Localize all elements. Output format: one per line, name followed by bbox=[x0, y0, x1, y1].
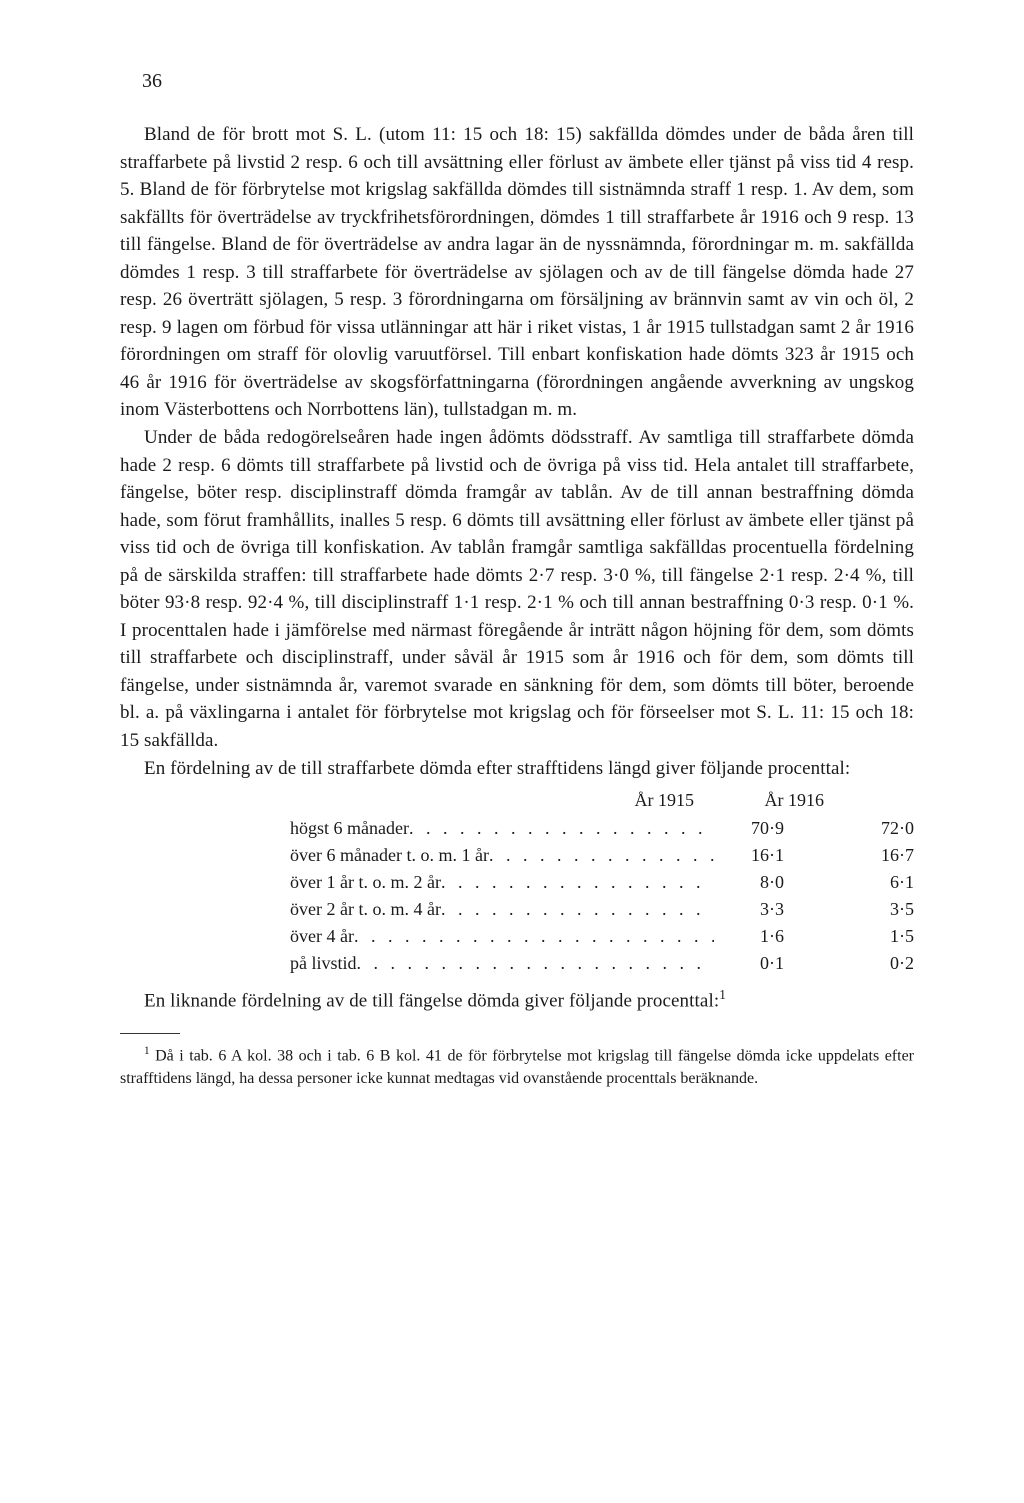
stats-row: över 2 år t. o. m. 4 år . . . . . . . . … bbox=[290, 896, 914, 923]
stats-value-1916: 1·5 bbox=[784, 923, 914, 950]
stats-value-1915: 8·0 bbox=[714, 869, 784, 896]
dot-leader: . . . . . . . . . . . . . . . . . . . . … bbox=[409, 815, 714, 842]
stats-row: över 6 månader t. o. m. 1 år . . . . . .… bbox=[290, 842, 914, 869]
header-year-1916: År 1916 bbox=[694, 790, 824, 811]
dot-leader: . . . . . . . . . . . . . . . . . . . . … bbox=[489, 842, 714, 869]
stats-label: över 6 månader t. o. m. 1 år bbox=[290, 842, 489, 869]
page-number: 36 bbox=[142, 70, 914, 93]
body-text: Bland de för brott mot S. L. (utom 11: 1… bbox=[120, 121, 914, 782]
stats-value-1916: 16·7 bbox=[784, 842, 914, 869]
footnote-text: Då i tab. 6 A kol. 38 och i tab. 6 B kol… bbox=[120, 1047, 914, 1086]
stats-value-1915: 3·3 bbox=[714, 896, 784, 923]
stats-header: År 1915 År 1916 bbox=[120, 790, 914, 811]
footnote-rule bbox=[120, 1033, 180, 1034]
closing-paragraph: En liknande fördelning av de till fängel… bbox=[120, 985, 914, 1015]
footnote-ref: 1 bbox=[719, 987, 726, 1002]
dot-leader: . . . . . . . . . . . . . . . . . . . . … bbox=[441, 869, 714, 896]
dot-leader: . . . . . . . . . . . . . . . . . . . . … bbox=[357, 950, 715, 977]
paragraph-2: Under de båda redogörelseåren hade ingen… bbox=[120, 424, 914, 755]
stats-row: över 4 år . . . . . . . . . . . . . . . … bbox=[290, 923, 914, 950]
dot-leader: . . . . . . . . . . . . . . . . . . . . … bbox=[441, 896, 714, 923]
stats-value-1916: 3·5 bbox=[784, 896, 914, 923]
stats-label: på livstid bbox=[290, 950, 357, 977]
page: 36 Bland de för brott mot S. L. (utom 11… bbox=[0, 0, 1024, 1503]
paragraph-3: En fördelning av de till straffarbete dö… bbox=[120, 755, 914, 783]
stats-label: över 4 år bbox=[290, 923, 354, 950]
stats-value-1915: 16·1 bbox=[714, 842, 784, 869]
stats-label: över 2 år t. o. m. 4 år bbox=[290, 896, 441, 923]
stats-value-1916: 6·1 bbox=[784, 869, 914, 896]
header-spacer bbox=[120, 790, 296, 811]
paragraph-4: En liknande fördelning av de till fängel… bbox=[120, 985, 914, 1015]
stats-table: År 1915 År 1916 högst 6 månader . . . . … bbox=[120, 790, 914, 977]
stats-value-1915: 0·1 bbox=[714, 950, 784, 977]
stats-label: högst 6 månader bbox=[290, 815, 409, 842]
header-year-1915: År 1915 bbox=[296, 790, 694, 811]
footnote-marker: 1 bbox=[144, 1045, 150, 1057]
stats-value-1915: 70·9 bbox=[714, 815, 784, 842]
stats-value-1916: 72·0 bbox=[784, 815, 914, 842]
stats-value-1915: 1·6 bbox=[714, 923, 784, 950]
stats-rows: högst 6 månader . . . . . . . . . . . . … bbox=[120, 815, 914, 977]
paragraph-4-text: En liknande fördelning av de till fängel… bbox=[144, 990, 719, 1011]
stats-row: högst 6 månader . . . . . . . . . . . . … bbox=[290, 815, 914, 842]
paragraph-1: Bland de för brott mot S. L. (utom 11: 1… bbox=[120, 121, 914, 424]
stats-value-1916: 0·2 bbox=[784, 950, 914, 977]
stats-row: över 1 år t. o. m. 2 år . . . . . . . . … bbox=[290, 869, 914, 896]
stats-label: över 1 år t. o. m. 2 år bbox=[290, 869, 441, 896]
footnote: 1 Då i tab. 6 A kol. 38 och i tab. 6 B k… bbox=[120, 1044, 914, 1090]
stats-row: på livstid . . . . . . . . . . . . . . .… bbox=[290, 950, 914, 977]
dot-leader: . . . . . . . . . . . . . . . . . . . . … bbox=[354, 923, 714, 950]
